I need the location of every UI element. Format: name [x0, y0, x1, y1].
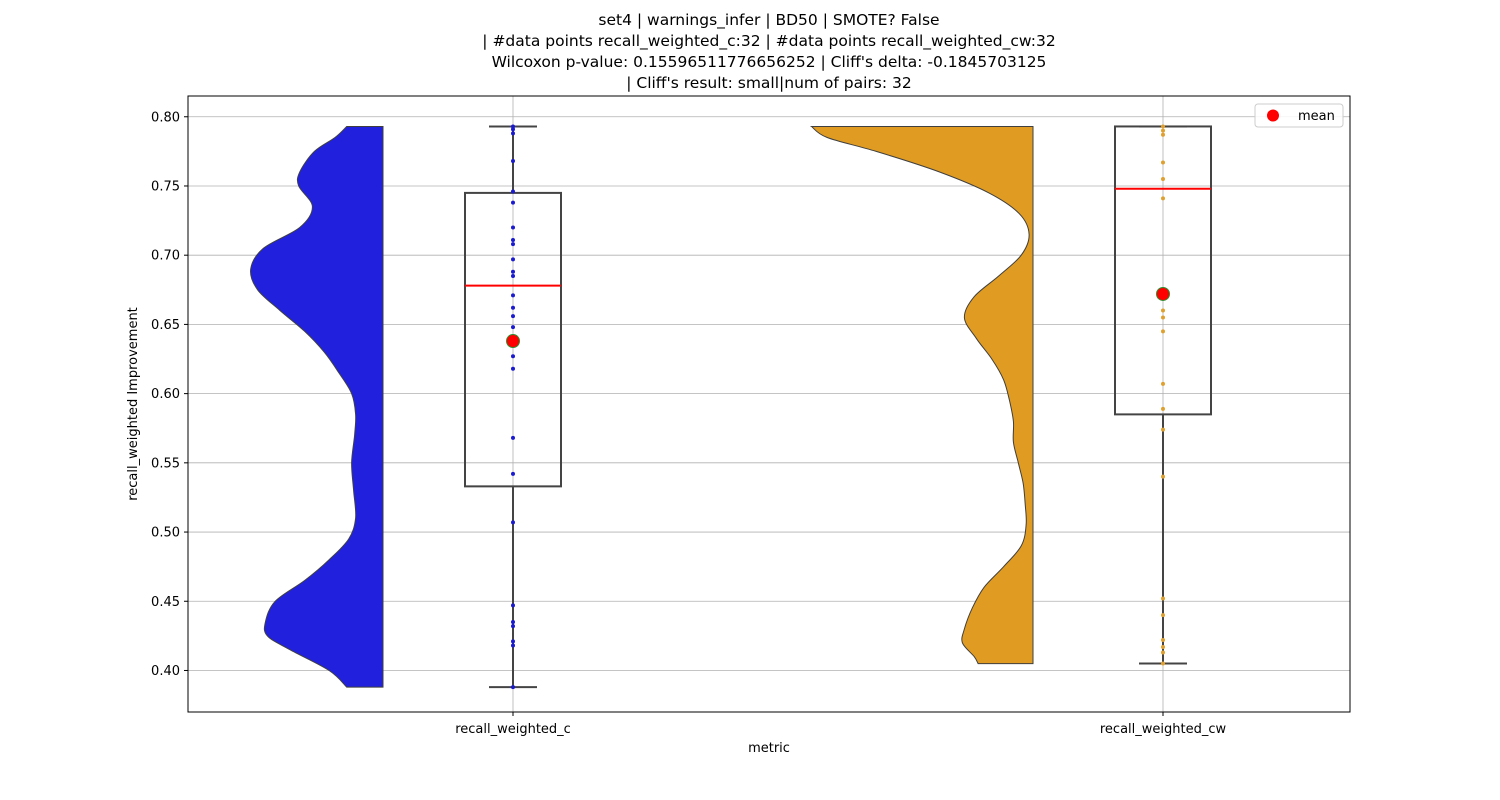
y-tick-label: 0.80 [151, 110, 180, 125]
violin-half [809, 126, 1034, 665]
data-point [1161, 661, 1165, 666]
mean-marker [506, 334, 520, 349]
title-line: set4 | warnings_infer | BD50 | SMOTE? Fa… [598, 11, 939, 30]
mean-marker [1156, 286, 1170, 301]
data-point [1161, 596, 1165, 601]
data-point [1161, 650, 1165, 655]
data-point [511, 293, 515, 298]
y-axis-label: recall_weighted Improvement [126, 307, 141, 501]
data-point [1161, 381, 1165, 386]
title-line: | Cliff's result: small|num of pairs: 32 [626, 74, 912, 92]
x-axis-ticks: recall_weighted_c recall_weighted_cw [455, 712, 1226, 737]
violins [250, 126, 1034, 688]
data-point [511, 620, 515, 625]
title-line: Wilcoxon p-value: 0.15596511776656252 | … [492, 53, 1047, 71]
legend-label: mean [1298, 109, 1335, 124]
data-point [511, 325, 515, 330]
data-point [511, 237, 515, 242]
data-point [511, 643, 515, 648]
data-point [511, 314, 515, 319]
data-point [1161, 613, 1165, 618]
data-point [511, 354, 515, 359]
data-point [511, 200, 515, 205]
y-tick-label: 0.55 [151, 456, 180, 471]
data-point [511, 471, 515, 476]
data-point [511, 603, 515, 608]
x-tick-label: recall_weighted_c [455, 722, 571, 737]
data-point [511, 269, 515, 274]
data-point [1161, 160, 1165, 165]
title-line: | #data points recall_weighted_c:32 | #d… [482, 32, 1055, 51]
data-point [1161, 474, 1165, 479]
data-point [1161, 308, 1165, 313]
data-point [511, 159, 515, 164]
y-tick-label: 0.70 [151, 249, 180, 264]
mean-markers [506, 286, 1170, 349]
data-point [511, 124, 515, 129]
data-point [511, 189, 515, 194]
data-point [511, 685, 515, 690]
y-tick-label: 0.50 [151, 526, 180, 541]
plot-frame [187, 95, 1351, 713]
data-point [1161, 638, 1165, 643]
y-tick-label: 0.75 [151, 179, 180, 194]
data-point [1161, 644, 1165, 649]
data-point [511, 273, 515, 278]
data-point [511, 127, 515, 132]
legend-mean-marker [1267, 109, 1279, 122]
data-point [511, 624, 515, 629]
data-point [511, 242, 515, 247]
data-point [511, 305, 515, 310]
x-axis-label: metric [748, 741, 790, 756]
data-point [511, 366, 515, 371]
chart-title: set4 | warnings_infer | BD50 | SMOTE? Fa… [482, 11, 1055, 92]
data-point [1161, 406, 1165, 411]
legend: mean [1254, 103, 1344, 128]
y-axis-ticks: 0.40 0.45 0.50 0.55 0.60 0.65 0.70 0.75 0.80 [151, 110, 188, 679]
x-tick-label: recall_weighted_cw [1100, 722, 1227, 737]
y-tick-label: 0.40 [151, 664, 180, 679]
data-point [1161, 124, 1165, 129]
violin-half [250, 126, 384, 688]
y-tick-label: 0.60 [151, 387, 180, 402]
data-point [511, 225, 515, 230]
data-point [1161, 128, 1165, 133]
data-point [1161, 177, 1165, 182]
data-point [1161, 315, 1165, 320]
data-point [1161, 132, 1165, 137]
data-point [1161, 427, 1165, 432]
data-point [511, 257, 515, 262]
data-point [1161, 329, 1165, 334]
data-point [511, 639, 515, 644]
data-point [511, 520, 515, 525]
data-points [511, 124, 1165, 690]
data-point [511, 131, 515, 136]
boxplots [464, 125, 1212, 689]
y-tick-label: 0.45 [151, 595, 180, 610]
legend-box [1254, 103, 1344, 128]
y-tick-label: 0.65 [151, 318, 180, 333]
data-point [511, 435, 515, 440]
data-point [1161, 196, 1165, 201]
